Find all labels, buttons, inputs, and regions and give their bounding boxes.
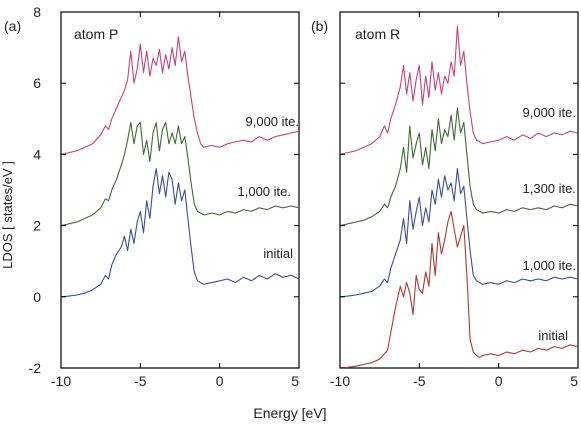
curve-label-9000-ite-b: 9,000 ite. xyxy=(523,105,577,120)
y-axis-label: LDOS [ states/eV ] xyxy=(0,161,15,269)
x-tick-label: 5 xyxy=(570,373,578,389)
title-atom-r: atom R xyxy=(355,26,400,42)
series-line-magenta-b xyxy=(339,25,579,155)
series-line-blue-a xyxy=(60,168,300,298)
x-tick-label: -10 xyxy=(330,373,350,389)
x-tick-label: -5 xyxy=(134,373,147,389)
x-tick-label: 0 xyxy=(495,373,503,389)
plot-frame-a xyxy=(60,11,300,369)
y-tick-label: 2 xyxy=(33,218,41,234)
series-line-blue-b xyxy=(339,168,579,298)
y-tick-label: 8 xyxy=(33,4,41,20)
panel-label-a: (a) xyxy=(4,18,21,34)
series-layer-a xyxy=(60,36,300,298)
series-line-magenta-a xyxy=(60,36,300,155)
series-line-green-b xyxy=(339,107,579,227)
x-tick-label: -5 xyxy=(413,373,426,389)
y-tick-label: 6 xyxy=(33,75,41,91)
series-line-green-a xyxy=(60,121,300,227)
panel-atom-p: (a) atom P -10 -5 0 5 -2 0 2 4 6 8 9,000 ite. 1,0… xyxy=(4,4,300,389)
series-layer-b xyxy=(339,25,579,369)
panel-label-b: (b) xyxy=(311,18,328,34)
curve-label-initial-b: initial xyxy=(538,328,568,343)
y-tick-label: -2 xyxy=(29,360,42,376)
x-tick-label: 5 xyxy=(291,373,299,389)
ticks-layer-a: -10 -5 0 5 -2 0 2 4 6 8 xyxy=(29,4,300,389)
curve-label-9000-ite-a: 9,000 ite. xyxy=(246,114,300,129)
curve-label-1000-ite-b: 1,000 ite. xyxy=(523,258,577,273)
panel-atom-r: (b) atom R -10 -5 0 5 9,000 ite. 1,300 ite.… xyxy=(311,11,579,389)
x-axis-label: Energy [eV] xyxy=(253,405,326,421)
series-line-red-b xyxy=(339,210,579,369)
x-tick-label: -10 xyxy=(51,373,71,389)
x-tick-label: 0 xyxy=(216,373,224,389)
curve-label-1000-ite-a: 1,000 ite. xyxy=(238,184,292,199)
ticks-layer-b: -10 -5 0 5 xyxy=(330,11,579,389)
curve-label-initial-a: initial xyxy=(263,246,293,261)
title-atom-p: atom P xyxy=(74,26,118,42)
curve-label-1300-ite-b: 1,300 ite. xyxy=(523,181,577,196)
y-tick-label: 0 xyxy=(33,289,41,305)
plot-frame-b xyxy=(339,11,579,369)
y-tick-label: 4 xyxy=(33,146,41,162)
